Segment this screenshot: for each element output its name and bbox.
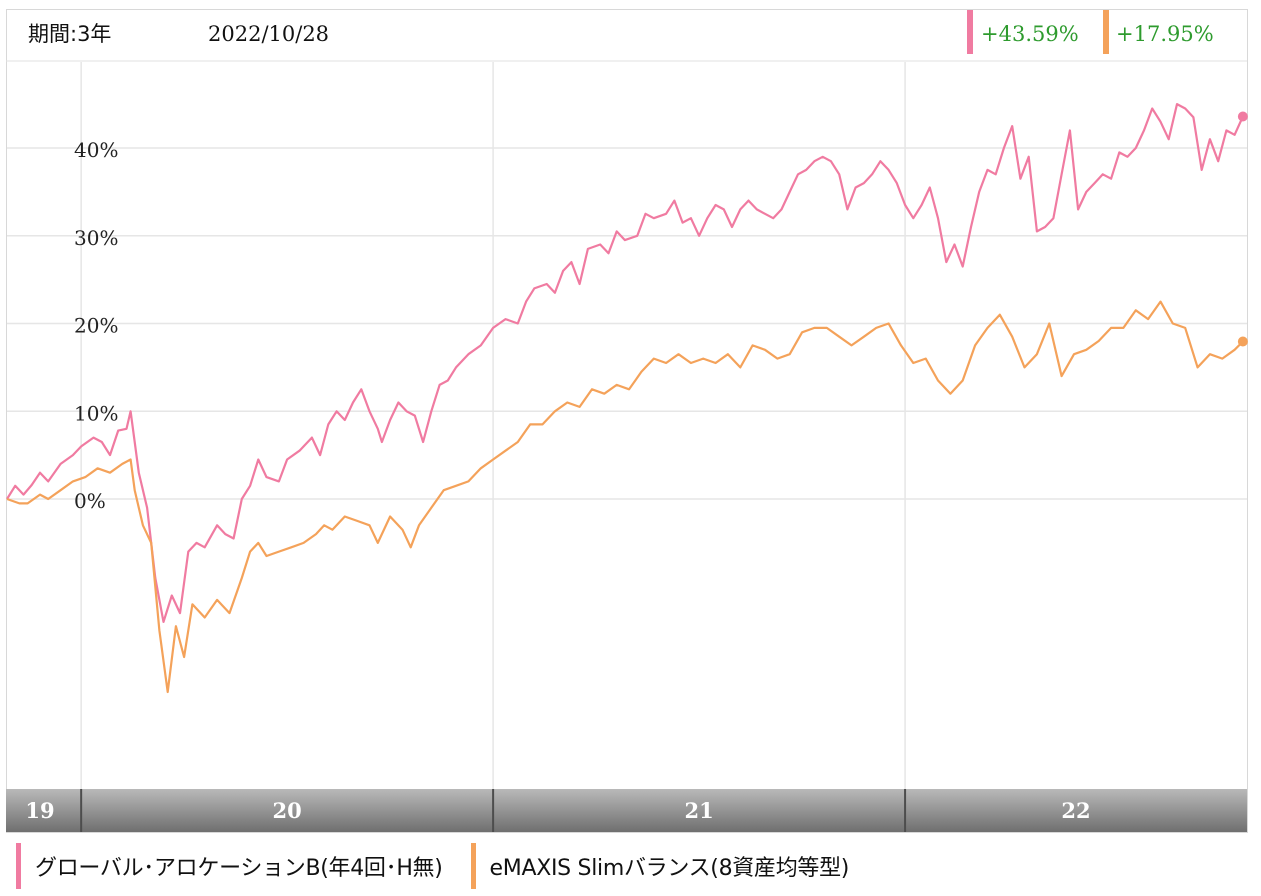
badge-swatch-1 (967, 10, 973, 54)
legend-item-emaxis-slim: eMAXIS Slimバランス(8資産均等型) (470, 843, 850, 889)
y-tick-label: 0% (74, 489, 106, 513)
y-tick-label: 20% (74, 314, 118, 338)
chart-svg: 40%30%20%10%0% 期間:3年 2022/10/28 +43.59% … (6, 9, 1248, 833)
x-tick-label: 22 (1061, 798, 1090, 823)
chart-date: 2022/10/28 (208, 22, 329, 46)
y-tick-label: 40% (74, 138, 118, 162)
legend-label: グローバル･アロケーションB(年4回･H無) (35, 856, 443, 881)
y-tick-label: 10% (74, 401, 118, 425)
badge-value-1: +43.59% (981, 22, 1079, 46)
grid-layer (7, 62, 1247, 789)
series-line-emaxis-slim (6, 300, 1244, 694)
y-tick-label: 30% (74, 226, 118, 250)
y-tick-layer: 40% 30% 20% 10% 0% (74, 138, 118, 513)
series-end-marker (1237, 111, 1248, 122)
legend-swatch (470, 843, 476, 889)
series-line-global-allocation (6, 103, 1244, 623)
x-tick-label: 19 (25, 798, 54, 823)
legend-label: eMAXIS Slimバランス(8資産均等型) (489, 856, 850, 881)
legend-swatch (16, 843, 21, 889)
x-tick-layer: 19 20 21 22 (25, 789, 1091, 832)
x-tick-label: 20 (273, 798, 302, 823)
chart-frame (6, 9, 1248, 833)
badge-swatch-2 (1103, 10, 1109, 54)
series-end-marker (1237, 336, 1248, 347)
series-layer (6, 103, 1248, 694)
x-axis-band (6, 789, 1247, 832)
legend-item-global-allocation: グローバル･アロケーションB(年4回･H無) (16, 843, 443, 889)
badge-value-2: +17.95% (1116, 22, 1214, 46)
legend: グローバル･アロケーションB(年4回･H無) eMAXIS Slimバランス(8… (0, 836, 1261, 896)
period-label: 期間:3年 (28, 22, 111, 46)
x-tick-label: 21 (684, 798, 713, 823)
